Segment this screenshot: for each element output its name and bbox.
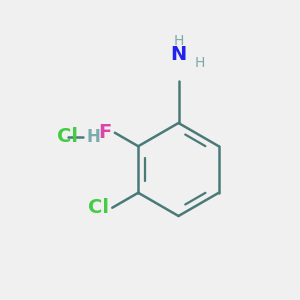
Text: H: H [173,34,184,48]
Text: H: H [195,56,206,70]
Text: N: N [170,46,187,64]
Text: H: H [87,128,101,146]
Text: Cl: Cl [57,127,78,146]
Text: F: F [99,123,112,142]
Text: Cl: Cl [88,198,109,217]
